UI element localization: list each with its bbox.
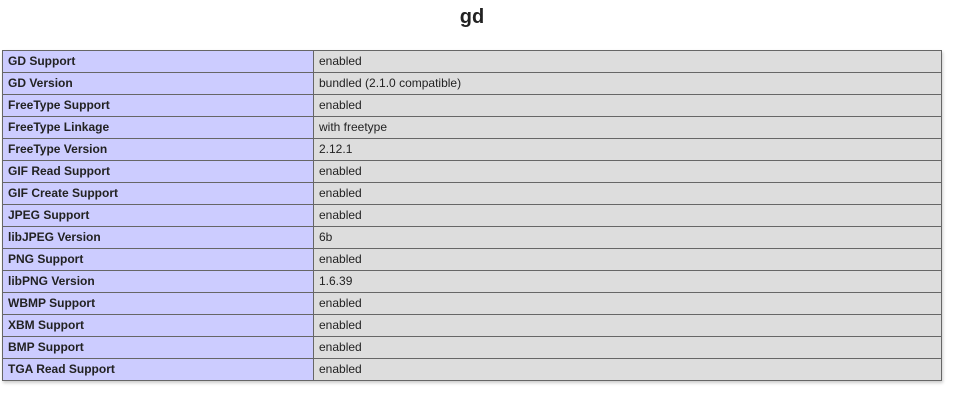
setting-name-cell: TGA Read Support [2, 358, 314, 381]
setting-value-cell: enabled [313, 314, 942, 337]
table-row: FreeType Support enabled [2, 94, 942, 117]
setting-name-cell: GIF Create Support [2, 182, 314, 205]
setting-name-cell: libJPEG Version [2, 226, 314, 249]
setting-value-cell: 1.6.39 [313, 270, 942, 293]
setting-name-cell: GD Support [2, 50, 314, 73]
setting-name-cell: libPNG Version [2, 270, 314, 293]
table-row: TGA Read Support enabled [2, 358, 942, 381]
table-row: libPNG Version 1.6.39 [2, 270, 942, 293]
table-row: GIF Read Support enabled [2, 160, 942, 183]
setting-value-cell: enabled [313, 358, 942, 381]
table-row: libJPEG Version 6b [2, 226, 942, 249]
setting-name-cell: PNG Support [2, 248, 314, 271]
setting-value-cell: 2.12.1 [313, 138, 942, 161]
table-row: GIF Create Support enabled [2, 182, 942, 205]
setting-value-cell: enabled [313, 182, 942, 205]
table-row: JPEG Support enabled [2, 204, 942, 227]
setting-name-cell: FreeType Support [2, 94, 314, 117]
setting-value-cell: enabled [313, 160, 942, 183]
setting-value-cell: with freetype [313, 116, 942, 139]
table-row: PNG Support enabled [2, 248, 942, 271]
setting-name-cell: FreeType Linkage [2, 116, 314, 139]
table-row: BMP Support enabled [2, 336, 942, 359]
setting-value-cell: enabled [313, 94, 942, 117]
setting-name-cell: BMP Support [2, 336, 314, 359]
table-row: FreeType Version 2.12.1 [2, 138, 942, 161]
setting-name-cell: FreeType Version [2, 138, 314, 161]
table-row: GD Support enabled [2, 50, 942, 73]
setting-value-cell: bundled (2.1.0 compatible) [313, 72, 942, 95]
setting-name-cell: JPEG Support [2, 204, 314, 227]
gd-info-table: GD Support enabled GD Version bundled (2… [2, 50, 942, 381]
setting-value-cell: enabled [313, 292, 942, 315]
setting-value-cell: enabled [313, 336, 942, 359]
setting-name-cell: XBM Support [2, 314, 314, 337]
table-row: XBM Support enabled [2, 314, 942, 337]
setting-value-cell: enabled [313, 50, 942, 73]
setting-name-cell: GIF Read Support [2, 160, 314, 183]
table-row: FreeType Linkage with freetype [2, 116, 942, 139]
setting-name-cell: WBMP Support [2, 292, 314, 315]
setting-value-cell: 6b [313, 226, 942, 249]
table-row: GD Version bundled (2.1.0 compatible) [2, 72, 942, 95]
setting-value-cell: enabled [313, 204, 942, 227]
table-row: WBMP Support enabled [2, 292, 942, 315]
setting-value-cell: enabled [313, 248, 942, 271]
section-title: gd [459, 6, 485, 28]
setting-name-cell: GD Version [2, 72, 314, 95]
